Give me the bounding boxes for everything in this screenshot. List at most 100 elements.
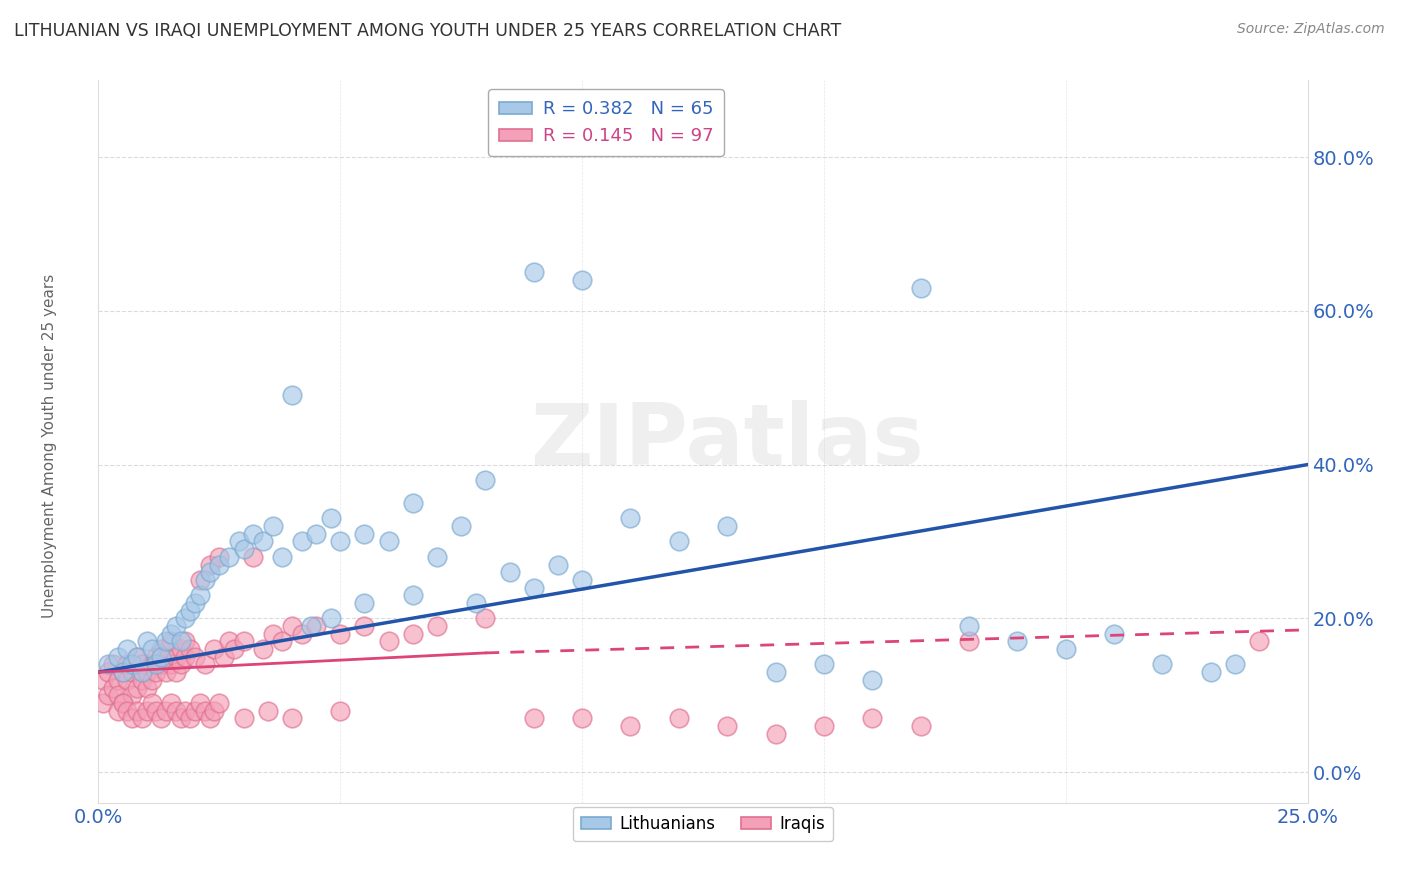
Point: [127, 681, 149, 695]
Point: [169, 657, 191, 672]
Point: [165, 704, 187, 718]
Point: [860, 673, 883, 687]
Point: [208, 696, 231, 710]
Point: [150, 711, 173, 725]
Point: [135, 704, 157, 718]
Legend: Lithuanians, Iraqis: Lithuanians, Iraqis: [574, 806, 832, 841]
Text: ZIPatlas: ZIPatlas: [530, 400, 924, 483]
Point: [402, 626, 425, 640]
Point: [204, 704, 226, 718]
Point: [329, 626, 352, 640]
Point: [222, 642, 245, 657]
Text: Source: ZipAtlas.com: Source: ZipAtlas.com: [1237, 22, 1385, 37]
Point: [426, 619, 449, 633]
Point: [150, 642, 173, 657]
Point: [252, 642, 274, 657]
Point: [145, 704, 167, 718]
Point: [184, 596, 207, 610]
Point: [131, 711, 153, 725]
Point: [353, 596, 375, 610]
Point: [765, 665, 787, 680]
Point: [135, 681, 157, 695]
Text: Unemployment Among Youth under 25 years: Unemployment Among Youth under 25 years: [42, 274, 56, 618]
Point: [813, 719, 835, 733]
Point: [1102, 626, 1125, 640]
Point: [218, 634, 240, 648]
Point: [117, 657, 139, 672]
Point: [204, 642, 226, 657]
Point: [281, 711, 304, 725]
Point: [402, 496, 425, 510]
Point: [498, 565, 520, 579]
Point: [117, 704, 139, 718]
Point: [1152, 657, 1174, 672]
Point: [127, 704, 149, 718]
Point: [121, 665, 143, 680]
Point: [111, 665, 134, 680]
Text: LITHUANIAN VS IRAQI UNEMPLOYMENT AMONG YOUTH UNDER 25 YEARS CORRELATION CHART: LITHUANIAN VS IRAQI UNEMPLOYMENT AMONG Y…: [14, 22, 841, 40]
Point: [426, 549, 449, 564]
Point: [402, 588, 425, 602]
Point: [910, 281, 932, 295]
Point: [262, 519, 284, 533]
Point: [474, 611, 496, 625]
Point: [101, 681, 124, 695]
Point: [107, 704, 129, 718]
Point: [232, 711, 254, 725]
Point: [174, 634, 197, 648]
Point: [523, 581, 546, 595]
Point: [353, 619, 375, 633]
Point: [160, 634, 183, 648]
Point: [218, 549, 240, 564]
Point: [232, 634, 254, 648]
Point: [121, 657, 143, 672]
Point: [281, 619, 304, 633]
Point: [716, 519, 738, 533]
Point: [1249, 634, 1271, 648]
Point: [117, 673, 139, 687]
Point: [174, 611, 197, 625]
Point: [188, 573, 211, 587]
Point: [1007, 634, 1029, 648]
Point: [145, 657, 167, 672]
Point: [97, 665, 120, 680]
Point: [716, 719, 738, 733]
Point: [194, 704, 217, 718]
Point: [619, 719, 641, 733]
Point: [208, 549, 231, 564]
Point: [319, 611, 342, 625]
Point: [194, 657, 217, 672]
Point: [523, 711, 546, 725]
Point: [135, 665, 157, 680]
Point: [377, 534, 399, 549]
Point: [155, 665, 177, 680]
Point: [212, 649, 235, 664]
Point: [242, 526, 264, 541]
Point: [910, 719, 932, 733]
Point: [174, 649, 197, 664]
Point: [135, 634, 157, 648]
Point: [150, 649, 173, 664]
Point: [305, 619, 328, 633]
Point: [256, 704, 278, 718]
Point: [91, 673, 114, 687]
Point: [131, 673, 153, 687]
Point: [107, 649, 129, 664]
Point: [547, 558, 569, 572]
Point: [169, 634, 191, 648]
Point: [1223, 657, 1246, 672]
Point: [198, 565, 221, 579]
Point: [271, 634, 294, 648]
Point: [179, 642, 201, 657]
Point: [97, 657, 120, 672]
Point: [281, 388, 304, 402]
Point: [208, 558, 231, 572]
Point: [619, 511, 641, 525]
Point: [155, 634, 177, 648]
Point: [329, 534, 352, 549]
Point: [290, 626, 312, 640]
Point: [145, 649, 167, 664]
Point: [252, 534, 274, 549]
Point: [169, 711, 191, 725]
Point: [188, 588, 211, 602]
